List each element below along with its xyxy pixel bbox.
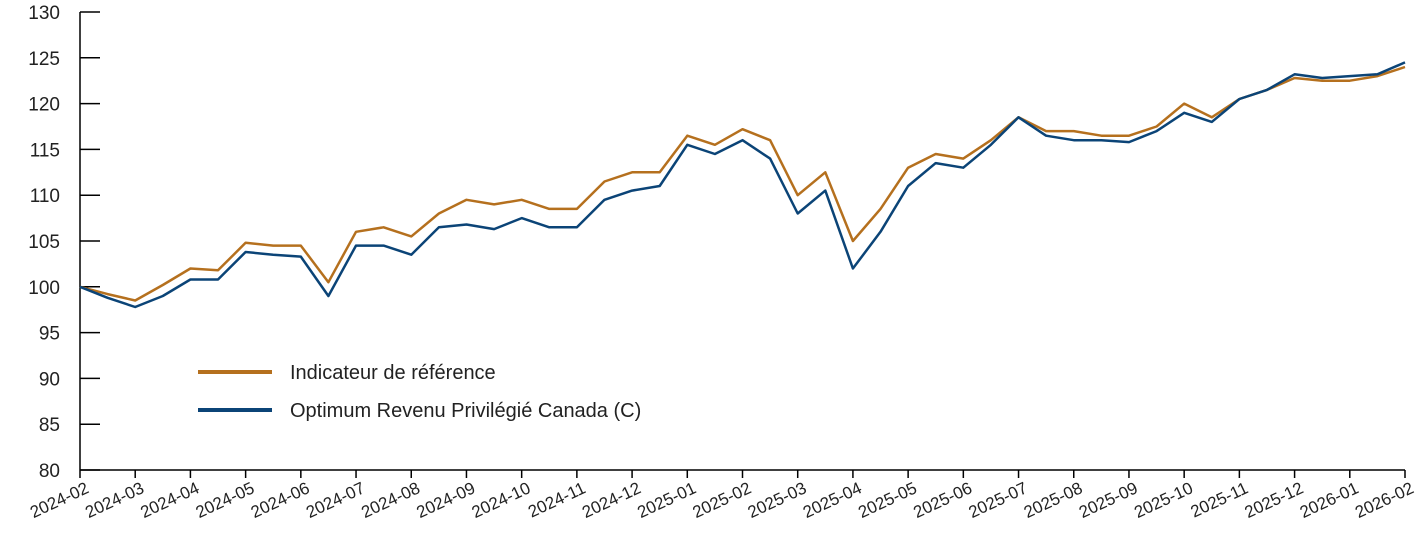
series-line (79, 65, 1406, 302)
y-tick-label: 110 (30, 186, 60, 207)
y-tick-label: 90 (39, 369, 60, 390)
y-tick-label: 100 (28, 278, 60, 299)
x-tick-label: 2024-02 (27, 478, 92, 522)
x-tick-label: 2025-07 (966, 478, 1031, 522)
x-tick-label: 2024-11 (525, 478, 588, 521)
x-tick-label: 2025-09 (1076, 478, 1141, 522)
x-tick-label: 2024-03 (82, 478, 147, 522)
x-tick-label: 2024-10 (469, 478, 534, 522)
x-tick-label: 2025-05 (855, 478, 920, 522)
series-line (79, 61, 1406, 309)
x-tick-label: 2024-06 (248, 478, 313, 522)
x-tick-label: 2025-10 (1131, 478, 1196, 522)
x-tick-label: 2025-12 (1242, 478, 1307, 522)
x-tick-label: 2024-07 (303, 478, 368, 522)
y-tick-label: 115 (30, 140, 60, 161)
x-tick-label: 2026-02 (1352, 478, 1417, 522)
x-tick-label: 2024-09 (414, 478, 479, 522)
y-tick-label: 130 (28, 3, 60, 24)
legend-label: Optimum Revenu Privilégié Canada (C) (290, 400, 641, 422)
y-tick-label: 85 (39, 415, 60, 436)
x-tick-label: 2025-08 (1021, 478, 1086, 522)
y-tick-label: 95 (39, 324, 60, 345)
x-tick-label: 2025-01 (634, 478, 699, 522)
x-tick-label: 2025-06 (910, 478, 975, 522)
x-tick-label: 2024-05 (193, 478, 258, 522)
y-tick-label: 120 (28, 95, 60, 116)
x-tick-label: 2024-04 (138, 478, 203, 522)
x-tick-label: 2025-11 (1188, 478, 1251, 521)
x-tick-label: 2025-02 (690, 478, 755, 522)
x-tick-label: 2024-12 (579, 478, 644, 522)
x-tick-label: 2025-03 (745, 478, 810, 522)
x-tick-label: 2025-04 (800, 478, 865, 522)
x-tick-label: 2026-01 (1297, 478, 1362, 522)
y-tick-label: 105 (28, 232, 60, 253)
legend-label: Indicateur de référence (290, 362, 496, 384)
y-tick-label: 125 (28, 49, 60, 70)
y-tick-label: 80 (39, 461, 60, 482)
x-tick-label: 2024-08 (358, 478, 423, 522)
